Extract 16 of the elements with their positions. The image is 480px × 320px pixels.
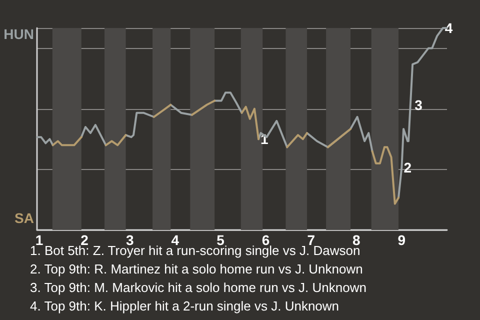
x-tick-label: 8	[352, 232, 360, 248]
x-tick-label: 4	[171, 232, 180, 248]
x-tick-label: 2	[80, 232, 89, 248]
x-tick-label: 5	[216, 232, 225, 248]
text: 4. Top 9th: K. Hippler hit a 2-run single vs J. Unknown	[30, 298, 340, 314]
x-tick-label: 9	[398, 232, 406, 248]
x-tick-label: 7	[307, 232, 316, 248]
annotation: 2	[404, 159, 412, 176]
text: 2. Top 9th: R. Martinez hit a solo home run vs J. Unknown	[30, 262, 363, 276]
text: SA	[14, 210, 34, 226]
text: 3. Top 9th: M. Markovic hit a solo home run vs J. Unknown	[30, 280, 366, 295]
x-tick-label: 6	[262, 232, 270, 248]
text: HUN	[4, 26, 34, 42]
x-tick-label: 1	[35, 232, 44, 248]
x-tick-label: 3	[126, 232, 134, 248]
annotation: 3	[414, 96, 423, 113]
